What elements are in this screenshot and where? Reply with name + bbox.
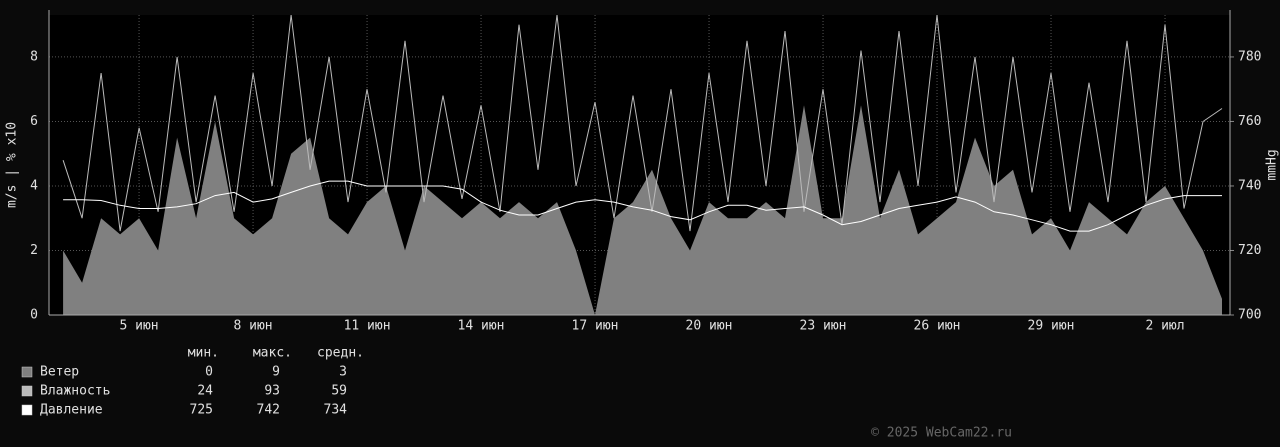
legend-stat: 742 xyxy=(257,403,280,418)
y2-tick-label: 720 xyxy=(1238,243,1261,258)
y-tick-label: 0 xyxy=(30,308,38,323)
x-tick-label: 2 июл xyxy=(1145,319,1184,334)
area xyxy=(63,105,1223,315)
legend-stat: 725 xyxy=(190,403,213,418)
line xyxy=(63,180,1222,232)
stat-header: макс. xyxy=(253,346,292,361)
x-tick-label: 17 июн xyxy=(572,319,619,334)
legend-stat: 734 xyxy=(324,403,348,418)
x-tick-label: 26 июн xyxy=(914,319,961,334)
y2-tick-label: 740 xyxy=(1238,178,1261,193)
legend-swatch xyxy=(21,404,33,416)
x-tick-label: 29 июн xyxy=(1028,319,1075,334)
legend-stat: 0 xyxy=(205,365,213,380)
legend-stat: 93 xyxy=(264,384,280,399)
x-tick-label: 5 июн xyxy=(119,319,158,334)
stat-header: средн. xyxy=(317,346,364,361)
x-tick-label: 11 июн xyxy=(344,319,391,334)
x-tick-label: 20 июн xyxy=(686,319,733,334)
y2-tick-label: 780 xyxy=(1238,49,1261,64)
copyright: © 2025 WebCam22.ru xyxy=(871,426,1012,441)
x-tick-label: 23 июн xyxy=(800,319,847,334)
line xyxy=(62,14,1223,232)
legend-swatch xyxy=(21,366,33,378)
legend-label: Влажность xyxy=(40,384,110,399)
legend-label: Давление xyxy=(40,403,103,418)
x-tick-label: 8 июн xyxy=(233,319,272,334)
y-tick-label: 4 xyxy=(30,178,38,193)
y2-tick-label: 700 xyxy=(1238,308,1261,323)
x-tick-label: 14 июн xyxy=(458,319,505,334)
legend-stat: 3 xyxy=(339,365,347,380)
legend-label: Ветер xyxy=(40,365,79,380)
legend-stat: 24 xyxy=(197,384,213,399)
y-tick-label: 2 xyxy=(30,243,38,258)
y2-tick-label: 760 xyxy=(1238,114,1261,129)
legend-swatch xyxy=(21,385,33,397)
y2-axis-label: mmHg xyxy=(1265,149,1280,180)
legend-stat: 9 xyxy=(272,365,280,380)
y-axis-label: m/s | % x10 xyxy=(5,122,20,208)
legend-stat: 59 xyxy=(331,384,347,399)
y-tick-label: 6 xyxy=(30,114,38,129)
y-tick-label: 8 xyxy=(30,49,38,64)
stat-header: мин. xyxy=(188,346,219,361)
